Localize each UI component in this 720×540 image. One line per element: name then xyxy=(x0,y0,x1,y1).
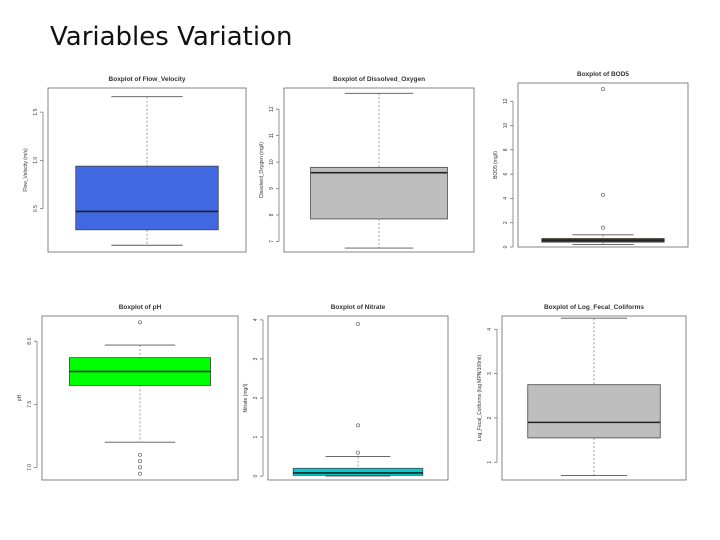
boxplot-nitrate: Boxplot of Nitrate Nitrate (mg/l) 0 1 2 3 4 xyxy=(240,296,462,486)
plot-frame xyxy=(501,315,687,481)
outlier-point xyxy=(138,471,142,476)
y-tick-label: 7 xyxy=(269,240,275,243)
y-axis-label: pH xyxy=(17,394,23,401)
outlier-point xyxy=(138,320,142,325)
y-tick-label: 12 xyxy=(269,106,275,112)
y-tick-label: 12 xyxy=(503,98,509,104)
y-tick-label: 0 xyxy=(253,474,259,477)
y-tick-label: 9 xyxy=(269,187,275,190)
boxplot-log-fecal-coliforms: Boxplot of Log_Fecal_Coliforms Log_Fecal_… xyxy=(474,296,700,486)
plot-frame xyxy=(517,82,689,248)
y-tick-label: 6 xyxy=(503,173,509,176)
chart-title: Boxplot of Dissolved_Oxygen xyxy=(333,76,425,83)
iqr-box xyxy=(527,384,661,439)
outlier-point xyxy=(601,192,605,197)
y-tick-label: 3 xyxy=(487,372,493,375)
outlier-point xyxy=(356,423,360,428)
outlier-point xyxy=(356,321,360,326)
chart-title: Boxplot of Flow_Velocity xyxy=(109,76,186,83)
y-tick-label: 4 xyxy=(487,328,493,331)
outlier-point xyxy=(601,225,605,230)
plot-frame xyxy=(267,315,449,481)
y-axis-label: Nitrate (mg/l) xyxy=(243,383,249,412)
outlier-point xyxy=(601,87,605,92)
chart-title: Boxplot of pH xyxy=(119,304,162,311)
y-tick-label: 2 xyxy=(253,396,259,399)
chart-svg: Boxplot of Log_Fecal_Coliforms Log_Fecal_… xyxy=(477,304,687,481)
iqr-box xyxy=(310,166,448,220)
outlier-point xyxy=(356,450,360,455)
y-tick-label: 10 xyxy=(503,123,509,129)
outlier-point xyxy=(138,459,142,464)
y-tick-label: 0 xyxy=(503,245,509,248)
boxplot-flow-velocity: Boxplot of Flow_Velocity Flow_Velocity (m… xyxy=(20,68,260,258)
chart-svg: Boxplot of Nitrate Nitrate (mg/l) 0 1 2 3 4 xyxy=(243,304,449,481)
y-tick-label: 4 xyxy=(253,318,259,321)
chart-title: Boxplot of BOD5 xyxy=(577,71,629,78)
y-tick-label: 8 xyxy=(269,213,275,216)
y-axis-label: Log_Fecal_Coliforms (log MPN/100ml) xyxy=(477,355,483,441)
iqr-box xyxy=(75,165,219,231)
y-tick-label: 2 xyxy=(487,416,493,419)
outlier-point xyxy=(138,452,142,457)
y-axis-label: Dissolved_Oxygen (mg/l) xyxy=(259,142,265,198)
y-tick-label: 10 xyxy=(269,159,275,165)
y-tick-label: 1.5 xyxy=(33,108,39,115)
y-tick-label: 8.0 xyxy=(27,338,33,345)
chart-title: Boxplot of Nitrate xyxy=(331,304,386,311)
y-tick-label: 4 xyxy=(503,197,509,200)
chart-svg: Boxplot of Dissolved_Oxygen Dissolved_Oxy… xyxy=(259,76,475,253)
chart-title: Boxplot of Log_Fecal_Coliforms xyxy=(544,304,644,311)
y-tick-label: 2 xyxy=(503,221,509,224)
plot-frame xyxy=(47,87,247,253)
boxplot-ph: Boxplot of pH pH 7.0 7.5 8.0 xyxy=(14,296,252,486)
y-tick-label: 7.5 xyxy=(27,401,33,408)
y-tick-label: 1.0 xyxy=(33,157,39,164)
chart-svg: Boxplot of Flow_Velocity Flow_Velocity (m… xyxy=(23,76,247,253)
y-tick-label: 8 xyxy=(503,148,509,151)
outlier-point xyxy=(138,465,142,470)
y-tick-label: 3 xyxy=(253,357,259,360)
y-tick-label: 7.0 xyxy=(27,464,33,471)
y-tick-label: 0.5 xyxy=(33,205,39,212)
iqr-box xyxy=(292,467,424,476)
y-tick-label: 11 xyxy=(269,133,275,138)
plot-frame xyxy=(41,315,239,481)
y-axis-label: Flow_Velocity (m/s) xyxy=(23,148,29,192)
chart-svg: Boxplot of BOD5 BOD5 (mg/l) 0 2 4 6 8 10 12 xyxy=(493,71,689,248)
slide-title: Variables Variation xyxy=(50,22,293,52)
boxplot-bod5: Boxplot of BOD5 BOD5 (mg/l) 0 2 4 6 8 10 12 xyxy=(490,63,702,253)
chart-svg: Boxplot of pH pH 7.0 7.5 8.0 xyxy=(17,304,239,481)
y-tick-label: 1 xyxy=(487,461,493,464)
y-tick-label: 1 xyxy=(253,435,259,438)
plot-frame xyxy=(283,87,475,253)
y-axis-label: BOD5 (mg/l) xyxy=(493,151,499,179)
boxplot-dissolved-oxygen: Boxplot of Dissolved_Oxygen Dissolved_Oxy… xyxy=(256,68,488,258)
